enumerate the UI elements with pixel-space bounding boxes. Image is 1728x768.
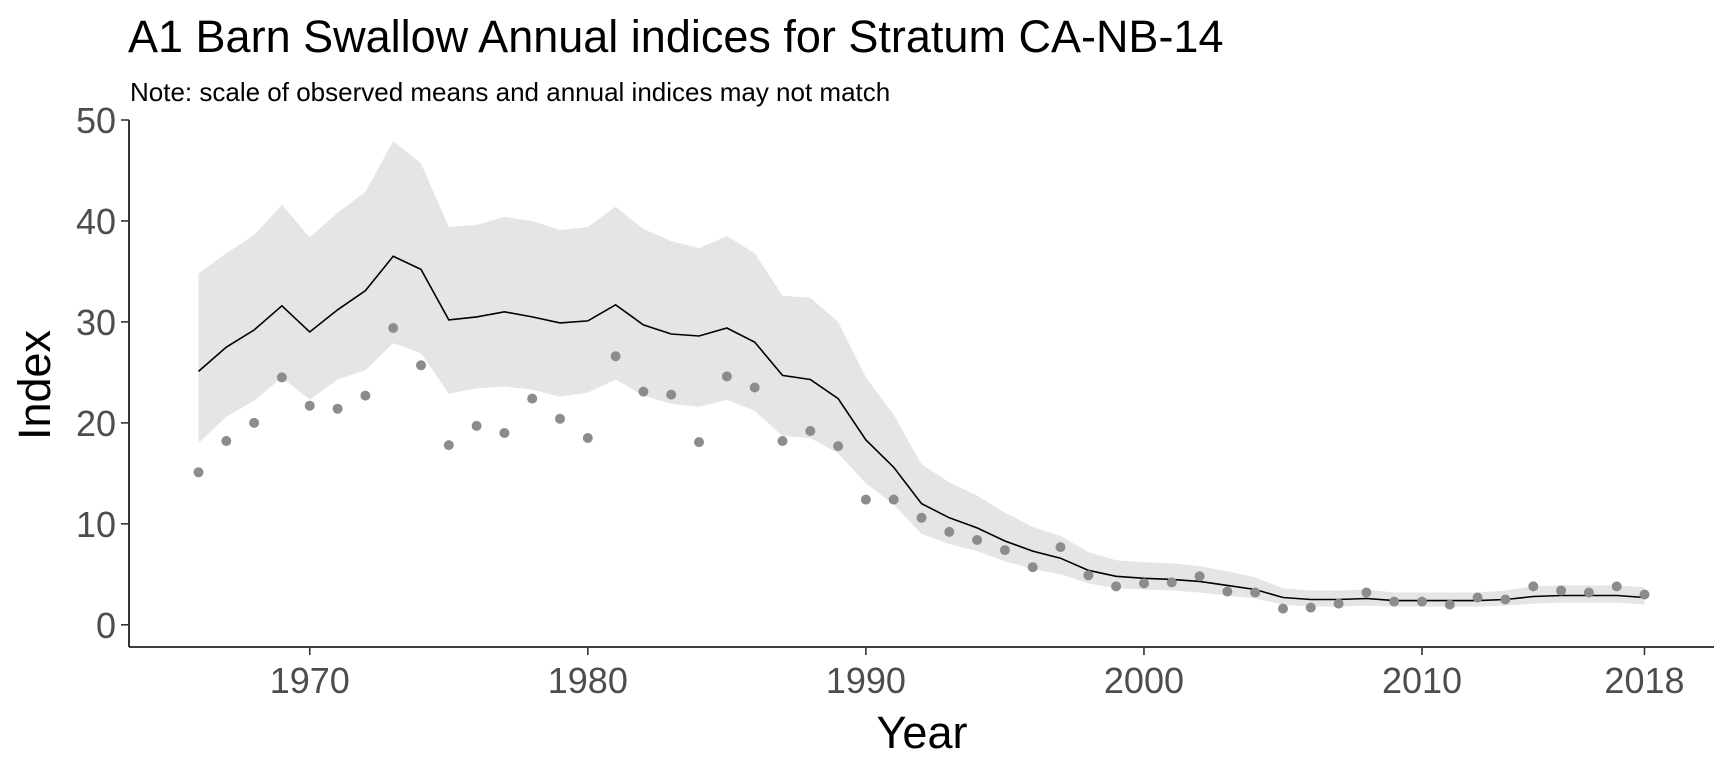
observed-mean-point [1417,596,1427,607]
observed-mean-point [999,545,1010,556]
x-tick-label: 2000 [1104,660,1184,701]
observed-points-layer [193,323,1650,614]
observed-mean-point [443,440,454,451]
observed-mean-point [276,372,287,383]
x-tick-label: 1990 [826,660,906,701]
x-tick-label: 2010 [1382,660,1462,701]
confidence-band-layer [198,141,1645,607]
observed-mean-point [1139,578,1149,589]
observed-mean-point [1083,570,1094,581]
y-tick-label: 40 [76,201,116,242]
observed-mean-point [1222,586,1233,597]
observed-mean-point [721,371,732,382]
observed-mean-point [610,351,621,362]
observed-mean-point [304,400,315,411]
observed-mean-point [471,420,482,431]
observed-mean-point [1361,587,1372,598]
observed-mean-point [1333,598,1344,609]
observed-mean-point [388,323,399,333]
observed-mean-point [249,417,260,428]
observed-mean-point [888,494,899,505]
observed-mean-point [1166,577,1177,588]
y-tick-label: 30 [76,302,116,343]
observed-mean-point [916,512,927,523]
chart-subtitle: Note: scale of observed means and annual… [130,77,890,107]
x-tick-label: 1970 [270,660,350,701]
observed-mean-point [1389,596,1400,607]
observed-mean-point [1639,589,1650,600]
y-tick-label: 50 [76,100,116,141]
x-tick-label: 1980 [548,660,628,701]
observed-mean-point [833,441,844,452]
observed-mean-point [582,433,593,443]
observed-mean-point [1528,581,1539,592]
observed-mean-point [1194,571,1205,582]
observed-mean-point [805,426,816,436]
observed-mean-point [1583,587,1594,598]
index-line-layer [197,255,1645,602]
observed-mean-point [1278,603,1288,614]
observed-mean-point [221,436,232,446]
chart-title: A1 Barn Swallow Annual indices for Strat… [128,11,1224,62]
y-tick-label: 0 [96,605,116,646]
y-axis-title: Index [9,329,60,440]
observed-mean-point [694,437,704,448]
observed-mean-point [1611,581,1622,592]
observed-mean-point [1500,594,1511,605]
observed-mean-point [555,413,565,424]
observed-mean-point [638,386,649,397]
observed-mean-point [1250,587,1261,598]
observed-mean-point [777,436,788,446]
observed-mean-point [332,403,343,414]
observed-mean-point [944,526,955,537]
observed-mean-point [499,428,510,438]
observed-mean-point [666,389,677,400]
observed-mean-point [416,360,426,371]
observed-mean-point [972,535,983,545]
observed-mean-point [1027,562,1038,573]
observed-mean-point [749,382,760,393]
observed-mean-point [1111,581,1122,592]
annual-index-line [197,255,1645,602]
observed-mean-point [1305,602,1316,613]
observed-mean-point [1444,599,1455,610]
observed-mean-point [193,467,204,478]
x-axis-title: Year [877,707,968,758]
observed-mean-point [1472,592,1483,603]
confidence-band [198,141,1645,607]
y-tick-label: 20 [76,403,116,444]
x-tick-label: 2018 [1604,660,1684,701]
observed-mean-point [860,494,871,505]
observed-mean-point [1055,542,1066,553]
y-tick-label: 10 [76,504,116,545]
observed-mean-point [360,390,371,401]
observed-mean-point [1556,585,1567,596]
observed-mean-point [527,393,538,404]
axes: 0 10 20 30 40 50 1970 1980 1990 2000 2010 2018 [76,100,1714,701]
